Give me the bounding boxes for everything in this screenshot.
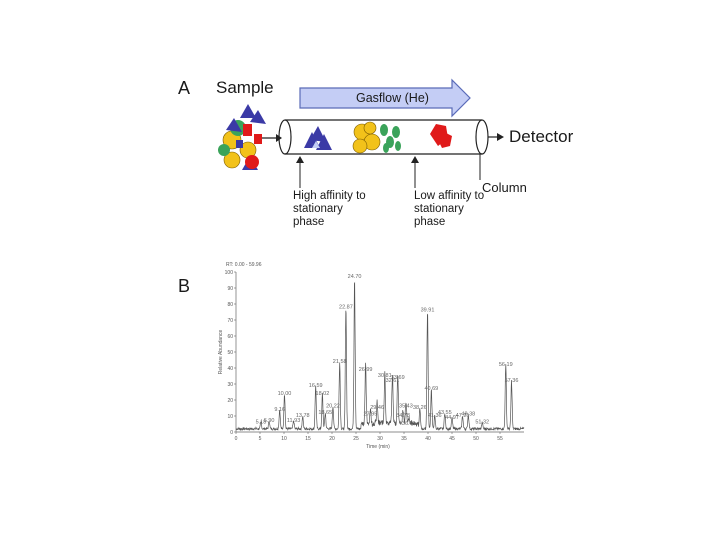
y-tick-label: 100 xyxy=(225,270,234,276)
x-tick-label: 15 xyxy=(305,436,311,442)
peak-label: 30.81 xyxy=(378,373,392,379)
gasflow-arrow xyxy=(299,78,471,118)
y-tick-label: 60 xyxy=(227,334,233,340)
panel-a-letter: A xyxy=(178,78,191,98)
y-axis-label: Relative Abundance xyxy=(218,330,224,375)
chromatogram-ticks: 0 5 10 15 20 25 30 35 40 45 50 55 0 10 20 30 40 50 60 70 80 9… xyxy=(225,270,503,442)
peak-label: 32.61 xyxy=(386,378,400,384)
peak-label: 18.65 xyxy=(318,410,332,416)
high-affinity-pointer xyxy=(296,156,304,188)
peak-label: 57.36 xyxy=(505,378,519,384)
peak-label: 16.59 xyxy=(309,383,323,389)
detector-label: Detector xyxy=(509,127,574,146)
y-tick-label: 80 xyxy=(227,302,233,308)
mixed-analytes xyxy=(352,121,401,154)
sample-pile xyxy=(218,104,266,170)
peak-label: 18.02 xyxy=(316,391,330,397)
peak-label: 24.70 xyxy=(348,274,362,280)
peak-label: 21.58 xyxy=(333,359,347,365)
panel-b-letter: B xyxy=(178,276,191,296)
y-tick-label: 90 xyxy=(227,286,233,292)
peak-label: 29.46 xyxy=(370,405,384,411)
chromatogram-header: RT: 0.00 - 59.96 xyxy=(226,262,262,268)
peak-label: 44.97 xyxy=(445,415,459,421)
peak-label: 56.19 xyxy=(499,362,513,368)
x-tick-label: 45 xyxy=(449,436,455,442)
x-axis-label: Time (min) xyxy=(366,444,390,450)
peak-label: 5.18 xyxy=(256,420,267,426)
chromatogram-trace xyxy=(235,281,525,432)
peak-label: 10.00 xyxy=(278,391,292,397)
x-tick-label: 50 xyxy=(473,436,479,442)
peak-label: 11.93 xyxy=(287,418,300,424)
peak-label: 26.99 xyxy=(359,367,373,373)
inlet-arrow xyxy=(262,134,282,142)
gc-schematic xyxy=(218,78,504,188)
peak-label: 20.22 xyxy=(326,404,340,410)
peak-label: 36.01 xyxy=(402,421,416,427)
x-tick-label: 0 xyxy=(235,436,238,442)
high-affinity-label: High affinity to stationary phase xyxy=(293,190,366,228)
peak-label: 48.38 xyxy=(461,412,475,418)
y-tick-label: 30 xyxy=(227,382,233,388)
y-tick-label: 20 xyxy=(227,398,233,404)
column-label: Column xyxy=(482,180,527,195)
peak-label: 41.36 xyxy=(428,413,442,419)
peak-label: 34.78 xyxy=(396,413,410,419)
peak-label: 39.91 xyxy=(421,308,435,314)
peak-label: 13.78 xyxy=(296,413,310,419)
y-tick-label: 40 xyxy=(227,366,233,372)
red-analytes xyxy=(430,124,452,148)
y-tick-label: 50 xyxy=(227,350,233,356)
x-tick-label: 40 xyxy=(425,436,431,442)
y-tick-label: 70 xyxy=(227,318,233,324)
x-tick-label: 20 xyxy=(329,436,335,442)
peak-label: 35.43 xyxy=(399,404,413,410)
gasflow-label: Gasflow (He) xyxy=(356,91,429,105)
detector-arrow xyxy=(488,133,504,141)
x-tick-label: 30 xyxy=(377,436,383,442)
peak-label: 9.16 xyxy=(274,407,285,413)
peak-label: 40.69 xyxy=(424,386,438,392)
x-tick-label: 5 xyxy=(259,436,262,442)
peak-label: 33.69 xyxy=(391,375,405,381)
triangle-analytes xyxy=(304,126,332,150)
peak-label: 22.87 xyxy=(339,304,353,310)
x-tick-label: 10 xyxy=(281,436,287,442)
peak-label: 6.90 xyxy=(264,418,275,424)
low-affinity-pointer xyxy=(411,156,419,188)
x-tick-label: 35 xyxy=(401,436,407,442)
sample-label: Sample xyxy=(216,78,274,97)
x-tick-label: 25 xyxy=(353,436,359,442)
y-tick-label: 0 xyxy=(230,430,233,436)
x-tick-label: 55 xyxy=(497,436,503,442)
peak-label: 51.32 xyxy=(475,420,489,426)
peak-label: 43.55 xyxy=(438,410,452,416)
peak-label: 38.26 xyxy=(413,405,427,411)
low-affinity-label: Low affinity to stationary phase xyxy=(414,190,485,228)
peak-label: 47.21 xyxy=(456,413,470,419)
peak-label: 27.95 xyxy=(364,412,378,418)
y-tick-label: 10 xyxy=(227,414,233,420)
